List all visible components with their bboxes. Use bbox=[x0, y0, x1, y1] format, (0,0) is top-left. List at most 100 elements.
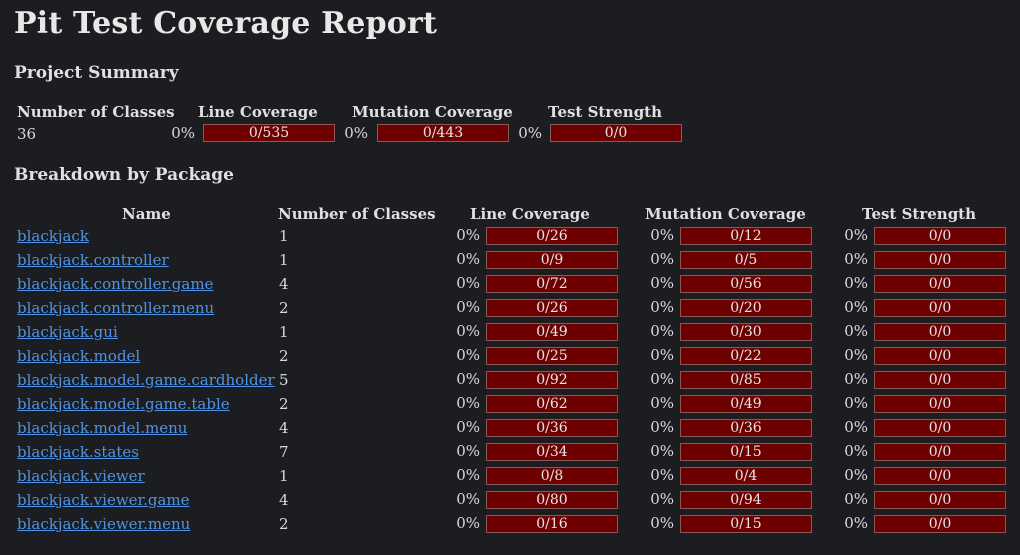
package-link[interactable]: blackjack.model bbox=[17, 347, 141, 365]
package-mutation-percent: 0% bbox=[650, 466, 674, 484]
package-link[interactable]: blackjack.viewer bbox=[17, 467, 145, 485]
package-strength-percent: 0% bbox=[844, 466, 868, 484]
package-strength-percent: 0% bbox=[844, 322, 868, 340]
page-title: Pit Test Coverage Report bbox=[14, 6, 438, 41]
package-strength-percent: 0% bbox=[844, 514, 868, 532]
package-line-percent: 0% bbox=[456, 466, 480, 484]
package-line-bar: 0/92 bbox=[486, 371, 618, 389]
package-mutation-bar: 0/20 bbox=[680, 299, 812, 317]
package-line-percent: 0% bbox=[456, 370, 480, 388]
summary-line-percent: 0% bbox=[171, 124, 195, 142]
package-line-bar: 0/80 bbox=[486, 491, 618, 509]
summary-line-bar: 0/535 bbox=[203, 124, 335, 142]
package-strength-percent: 0% bbox=[844, 442, 868, 460]
package-mutation-bar: 0/36 bbox=[680, 419, 812, 437]
package-mutation-percent: 0% bbox=[650, 346, 674, 364]
package-classes: 5 bbox=[279, 371, 289, 389]
package-mutation-percent: 0% bbox=[650, 370, 674, 388]
package-mutation-bar: 0/49 bbox=[680, 395, 812, 413]
breakdown-header-mutation: Mutation Coverage bbox=[645, 205, 806, 223]
package-classes: 4 bbox=[279, 491, 289, 509]
package-strength-bar: 0/0 bbox=[874, 515, 1006, 533]
package-line-bar: 0/62 bbox=[486, 395, 618, 413]
package-line-percent: 0% bbox=[456, 274, 480, 292]
package-strength-bar: 0/0 bbox=[874, 323, 1006, 341]
package-mutation-bar: 0/5 bbox=[680, 251, 812, 269]
package-mutation-percent: 0% bbox=[650, 394, 674, 412]
package-link[interactable]: blackjack.model.game.table bbox=[17, 395, 230, 413]
package-strength-percent: 0% bbox=[844, 394, 868, 412]
package-classes: 1 bbox=[279, 467, 289, 485]
package-strength-percent: 0% bbox=[844, 418, 868, 436]
package-strength-bar: 0/0 bbox=[874, 251, 1006, 269]
package-line-percent: 0% bbox=[456, 346, 480, 364]
package-classes: 4 bbox=[279, 419, 289, 437]
package-link[interactable]: blackjack.model.menu bbox=[17, 419, 188, 437]
package-line-bar: 0/16 bbox=[486, 515, 618, 533]
package-link[interactable]: blackjack.controller.game bbox=[17, 275, 214, 293]
summary-classes-value: 36 bbox=[17, 125, 37, 143]
package-classes: 1 bbox=[279, 323, 289, 341]
package-link[interactable]: blackjack.states bbox=[17, 443, 139, 461]
package-strength-bar: 0/0 bbox=[874, 395, 1006, 413]
package-strength-bar: 0/0 bbox=[874, 227, 1006, 245]
package-link[interactable]: blackjack.model.game.cardholder bbox=[17, 371, 275, 389]
package-line-bar: 0/34 bbox=[486, 443, 618, 461]
summary-strength-percent: 0% bbox=[518, 124, 542, 142]
package-line-percent: 0% bbox=[456, 250, 480, 268]
package-strength-bar: 0/0 bbox=[874, 467, 1006, 485]
package-mutation-percent: 0% bbox=[650, 322, 674, 340]
package-mutation-percent: 0% bbox=[650, 226, 674, 244]
summary-mutation-bar: 0/443 bbox=[377, 124, 509, 142]
package-line-percent: 0% bbox=[456, 442, 480, 460]
package-mutation-percent: 0% bbox=[650, 418, 674, 436]
package-strength-bar: 0/0 bbox=[874, 443, 1006, 461]
summary-header-line: Line Coverage bbox=[198, 103, 318, 121]
package-strength-percent: 0% bbox=[844, 346, 868, 364]
package-strength-bar: 0/0 bbox=[874, 371, 1006, 389]
package-line-bar: 0/8 bbox=[486, 467, 618, 485]
package-mutation-percent: 0% bbox=[650, 250, 674, 268]
package-mutation-bar: 0/94 bbox=[680, 491, 812, 509]
package-line-percent: 0% bbox=[456, 490, 480, 508]
package-mutation-percent: 0% bbox=[650, 514, 674, 532]
summary-strength-bar: 0/0 bbox=[550, 124, 682, 142]
package-strength-percent: 0% bbox=[844, 370, 868, 388]
package-link[interactable]: blackjack.viewer.menu bbox=[17, 515, 191, 533]
summary-header-strength: Test Strength bbox=[548, 103, 663, 121]
package-line-percent: 0% bbox=[456, 514, 480, 532]
package-mutation-percent: 0% bbox=[650, 442, 674, 460]
breakdown-header-line: Line Coverage bbox=[470, 205, 590, 223]
package-mutation-bar: 0/15 bbox=[680, 443, 812, 461]
package-mutation-bar: 0/4 bbox=[680, 467, 812, 485]
package-line-percent: 0% bbox=[456, 394, 480, 412]
package-strength-percent: 0% bbox=[844, 274, 868, 292]
package-line-bar: 0/72 bbox=[486, 275, 618, 293]
package-line-percent: 0% bbox=[456, 226, 480, 244]
package-mutation-bar: 0/15 bbox=[680, 515, 812, 533]
breakdown-header-name: Name bbox=[122, 205, 171, 223]
package-mutation-percent: 0% bbox=[650, 274, 674, 292]
package-mutation-bar: 0/56 bbox=[680, 275, 812, 293]
package-strength-bar: 0/0 bbox=[874, 299, 1006, 317]
package-link[interactable]: blackjack.controller.menu bbox=[17, 299, 215, 317]
package-strength-percent: 0% bbox=[844, 250, 868, 268]
package-classes: 1 bbox=[279, 227, 289, 245]
package-line-percent: 0% bbox=[456, 418, 480, 436]
package-mutation-percent: 0% bbox=[650, 490, 674, 508]
package-strength-percent: 0% bbox=[844, 298, 868, 316]
package-link[interactable]: blackjack.controller bbox=[17, 251, 169, 269]
package-classes: 1 bbox=[279, 251, 289, 269]
package-link[interactable]: blackjack.gui bbox=[17, 323, 118, 341]
summary-mutation-percent: 0% bbox=[344, 124, 368, 142]
package-link[interactable]: blackjack.viewer.game bbox=[17, 491, 190, 509]
package-line-bar: 0/26 bbox=[486, 227, 618, 245]
package-classes: 2 bbox=[279, 299, 289, 317]
summary-header-mutation: Mutation Coverage bbox=[352, 103, 513, 121]
package-link[interactable]: blackjack bbox=[17, 227, 89, 245]
package-mutation-bar: 0/30 bbox=[680, 323, 812, 341]
package-line-percent: 0% bbox=[456, 298, 480, 316]
package-line-bar: 0/49 bbox=[486, 323, 618, 341]
package-mutation-bar: 0/22 bbox=[680, 347, 812, 365]
